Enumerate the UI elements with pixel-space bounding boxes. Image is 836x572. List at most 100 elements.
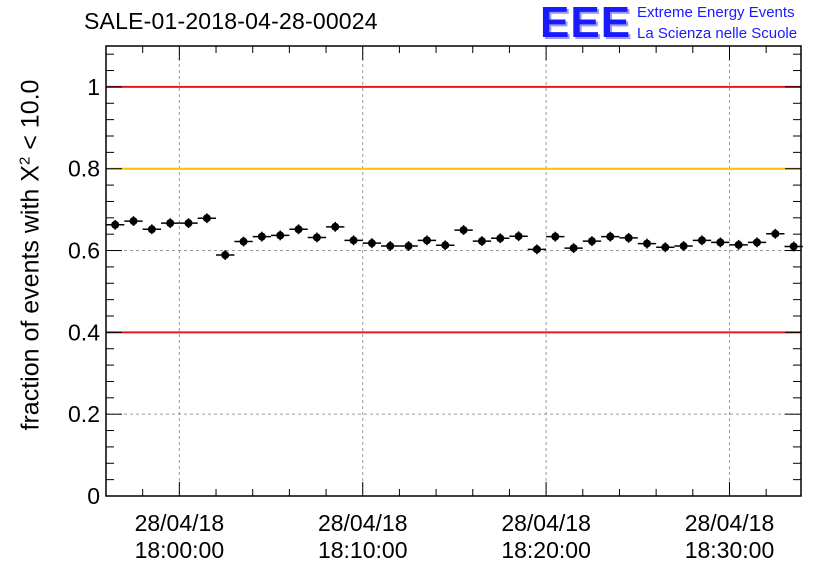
data-point — [216, 250, 235, 260]
grid-lines — [106, 46, 801, 496]
marker — [771, 229, 780, 238]
marker — [294, 225, 303, 234]
y-tick-label: 0.6 — [68, 238, 100, 264]
tick-labels: 00.20.40.60.8128/04/1818:00:0028/04/1818… — [68, 74, 774, 563]
marker — [514, 232, 523, 241]
marker — [331, 222, 340, 231]
marker — [221, 251, 230, 260]
marker — [422, 236, 431, 245]
data-point — [564, 243, 583, 253]
y-tick-label: 0.4 — [68, 319, 100, 345]
data-point — [197, 213, 217, 224]
reference-lines — [106, 85, 801, 334]
data-point — [344, 235, 363, 246]
y-axis-label: fraction of events with X2 < 10.0 — [16, 80, 45, 431]
data-point — [307, 232, 327, 243]
x-tick-label-time: 18:20:00 — [501, 537, 591, 563]
data-point — [326, 221, 345, 232]
data-point — [161, 218, 180, 229]
data-point — [601, 231, 620, 242]
data-point — [527, 244, 547, 255]
marker — [551, 232, 560, 241]
plot-border — [105, 45, 802, 497]
data-point — [124, 216, 143, 226]
marker — [532, 245, 541, 254]
marker — [239, 237, 248, 246]
marker — [184, 219, 193, 228]
marker — [624, 233, 633, 242]
data-point — [747, 237, 767, 248]
data-point — [234, 236, 253, 247]
data-point — [619, 232, 638, 243]
data-point — [381, 241, 400, 251]
data-point — [582, 236, 602, 247]
x-tick-label-time: 18:10:00 — [318, 537, 408, 563]
marker — [661, 243, 670, 252]
marker — [257, 232, 266, 241]
marker — [734, 240, 743, 249]
x-tick-label-time: 18:30:00 — [685, 537, 775, 563]
marker — [202, 214, 211, 223]
x-tick-label-date: 28/04/18 — [501, 510, 591, 536]
x-tick-label-time: 18:00:00 — [135, 537, 225, 563]
x-tick-label-date: 28/04/18 — [135, 510, 225, 536]
data-point — [491, 233, 510, 244]
marker — [111, 220, 120, 229]
marker — [679, 242, 688, 251]
marker — [276, 231, 285, 240]
data-point — [637, 238, 657, 249]
y-axis-label-prefix: fraction of events with — [16, 181, 45, 431]
marker — [459, 226, 468, 235]
eee-logo: EEE — [540, 0, 632, 47]
x-tick-label-date: 28/04/18 — [685, 510, 775, 536]
marker — [129, 217, 138, 226]
y-axis-label-exponent: 2 — [16, 156, 34, 166]
data-point — [252, 231, 272, 242]
y-axis-label-suffix: < 10.0 — [16, 79, 45, 157]
marker — [404, 242, 413, 251]
data-point — [142, 224, 162, 235]
data-point — [454, 225, 473, 235]
logo-subtitle-line2: La Scienza nelle Scuole — [637, 25, 798, 42]
data-point — [417, 235, 437, 246]
plot-frame — [105, 45, 802, 497]
data-point — [692, 235, 712, 246]
data-point — [711, 237, 730, 248]
x-tick-label-date: 28/04/18 — [318, 510, 408, 536]
marker — [697, 236, 706, 245]
marker — [147, 225, 156, 234]
marker — [477, 237, 486, 246]
marker — [386, 242, 395, 251]
data-point — [399, 241, 418, 251]
data-point — [106, 219, 125, 230]
data-point — [289, 224, 308, 235]
data-points — [106, 213, 803, 260]
logo-subtitle-line1: Extreme Energy Events — [637, 4, 795, 21]
marker — [349, 236, 358, 245]
data-point — [509, 231, 528, 242]
data-point — [179, 218, 198, 229]
data-point — [546, 231, 565, 242]
y-tick-label: 0.2 — [68, 401, 100, 427]
marker — [367, 239, 376, 248]
marker — [166, 219, 175, 228]
marker — [587, 237, 596, 246]
y-tick-label: 0 — [87, 483, 100, 509]
data-point — [729, 239, 748, 250]
y-tick-label: 1 — [87, 74, 100, 100]
axis-ticks — [105, 46, 801, 497]
marker — [716, 238, 725, 247]
data-point — [766, 228, 785, 239]
data-point — [784, 241, 803, 252]
y-axis-label-symbol: X — [16, 165, 45, 182]
marker — [606, 232, 615, 241]
marker — [496, 234, 505, 243]
data-point — [674, 241, 693, 251]
marker — [569, 244, 578, 253]
marker — [789, 242, 798, 251]
data-point — [271, 230, 290, 241]
marker — [441, 241, 450, 250]
y-tick-label: 0.8 — [68, 156, 100, 182]
data-point — [472, 236, 492, 247]
